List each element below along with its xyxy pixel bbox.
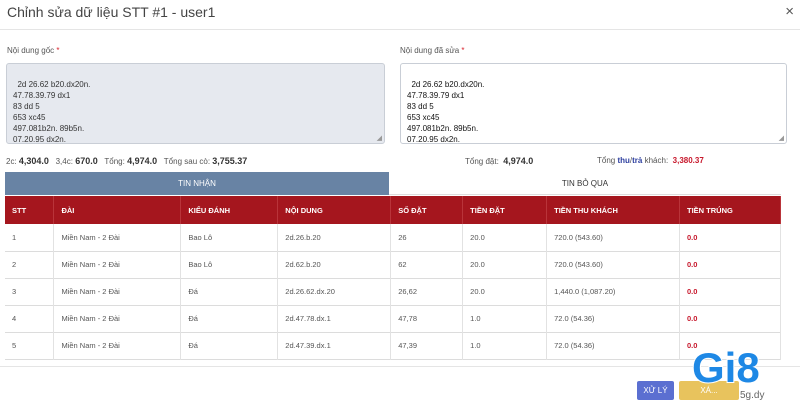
table-row: 1 Miền Nam - 2 Đài Bao Lô 2d.26.b.20 26 … [5,224,781,251]
cell-content: 2d.62.b.20 [277,251,392,278]
cell-bet-amount: 20.0 [462,251,548,278]
cell-stt: 2 [5,251,55,278]
collect-total: Tổng thu/trả khách: 3,380.37 [597,156,704,165]
cell-numbers: 62 [390,251,464,278]
cell-collect-amount: 720.0 (543.60) [546,251,681,278]
modal-header: Chỉnh sửa dữ liệu STT #1 - user1 × [0,0,800,30]
cell-stt: 4 [5,305,55,332]
cell-bet-type: Đá [180,305,279,332]
column-header: TIỀN THU KHÁCH [546,196,681,224]
cell-collect-amount: 72.0 (54.36) [546,332,681,359]
cell-bet-type: Bao Lô [180,251,279,278]
cell-station: Miền Nam - 2 Đài [53,251,182,278]
cell-win-amount: 0.0 [679,251,781,278]
cell-stt: 1 [5,224,55,251]
table-row: 5 Miền Nam - 2 Đài Đá 2d.47.39.dx.1 47,3… [5,332,781,359]
cell-numbers: 47,39 [390,332,464,359]
cell-bet-type: Đá [180,332,279,359]
column-header: KIỂU ĐÁNH [180,196,279,224]
column-header: SỐ ĐẶT [390,196,464,224]
collect-total-value: 3,380.37 [672,156,704,165]
modal-title: Chỉnh sửa dữ liệu STT #1 - user1 [7,4,216,20]
tab-received[interactable]: TIN NHẬN [5,172,389,195]
cell-win-amount: 0.0 [679,305,781,332]
cell-content: 2d.47.78.dx.1 [277,305,392,332]
cell-station: Miền Nam - 2 Đài [53,332,182,359]
original-label: Nội dung gốc * [7,46,60,55]
cell-win-amount: 0.0 [679,278,781,305]
cell-bet-type: Đá [180,278,279,305]
bet-total-value: 4,974.0 [503,156,534,166]
cell-station: Miền Nam - 2 Đài [53,278,182,305]
stat-34c-value: 670.0 [75,156,98,166]
cell-win-amount: 0.0 [679,224,781,251]
watermark-sub: 5g.dy [740,390,764,401]
bet-total: Tổng đặt: 4,974.0 [465,156,534,166]
cell-stt: 3 [5,278,55,305]
bets-table: STT ĐÀI KIỂU ĐÁNH NỘI DUNG SỐ ĐẶT TIỀN Đ… [5,196,781,360]
cell-bet-type: Bao Lô [180,224,279,251]
cell-content: 2d.47.39.dx.1 [277,332,392,359]
column-header: TIỀN TRÚNG [679,196,781,224]
column-header: ĐÀI [53,196,182,224]
cell-numbers: 47,78 [390,305,464,332]
gi8-watermark-logo: Gi8 5g.dy [691,343,764,401]
stat-total-value: 4,974.0 [127,156,158,166]
cell-numbers: 26 [390,224,464,251]
column-header: NỘI DUNG [277,196,392,224]
edited-label: Nội dung đã sửa * [400,46,465,55]
table-row: 2 Miền Nam - 2 Đài Bao Lô 2d.62.b.20 62 … [5,251,781,278]
edited-content-text: 2d 26.62 b20.dx20n. 47.78.39.79 dx1 83 d… [407,80,485,144]
close-icon[interactable]: × [785,3,794,20]
cell-bet-amount: 20.0 [462,224,548,251]
cell-numbers: 26,62 [390,278,464,305]
summary-stats: 2c: 4,304.0 3,4c: 670.0 Tổng: 4,974.0 Tổ… [6,156,248,166]
cell-content: 2d.26.b.20 [277,224,392,251]
resize-grip-icon[interactable]: ◢ [778,135,784,142]
cell-collect-amount: 720.0 (543.60) [546,224,681,251]
cell-collect-amount: 1,440.0 (1,087.20) [546,278,681,305]
process-button[interactable]: XỬ LÝ [637,381,674,400]
required-mark: * [461,46,465,55]
cell-bet-amount: 1.0 [462,305,548,332]
table-row: 3 Miền Nam - 2 Đài Đá 2d.26.62.dx.20 26,… [5,278,781,305]
stat-after-value: 3,755.37 [212,156,248,166]
original-content-text: 2d 26.62 b20.dx20n. 47.78.39.79 dx1 83 d… [13,80,91,144]
cell-station: Miền Nam - 2 Đài [53,224,182,251]
confirm-button[interactable]: XÁ... [679,381,739,400]
column-header: TIỀN ĐẶT [462,196,548,224]
tab-skipped[interactable]: TIN BỎ QUA [389,172,781,195]
cell-station: Miền Nam - 2 Đài [53,305,182,332]
cell-content: 2d.26.62.dx.20 [277,278,392,305]
cell-bet-amount: 20.0 [462,278,548,305]
cell-win-amount: 0.0 [679,332,781,359]
cell-bet-amount: 1.0 [462,332,548,359]
edited-content-textarea[interactable]: 2d 26.62 b20.dx20n. 47.78.39.79 dx1 83 d… [400,63,787,144]
stat-2c-value: 4,304.0 [18,156,49,166]
cell-stt: 5 [5,332,55,359]
table-header-row: STT ĐÀI KIỂU ĐÁNH NỘI DUNG SỐ ĐẶT TIỀN Đ… [5,196,781,224]
resize-grip-icon[interactable]: ◢ [376,135,382,142]
required-mark: * [56,46,60,55]
footer-divider [0,366,800,367]
table-row: 4 Miền Nam - 2 Đài Đá 2d.47.78.dx.1 47,7… [5,305,781,332]
original-content-textarea[interactable]: 2d 26.62 b20.dx20n. 47.78.39.79 dx1 83 d… [6,63,385,144]
cell-collect-amount: 72.0 (54.36) [546,305,681,332]
watermark-brand: Gi8 [692,344,760,391]
column-header: STT [5,196,55,224]
message-tabs: TIN NHẬN TIN BỎ QUA [5,172,781,195]
